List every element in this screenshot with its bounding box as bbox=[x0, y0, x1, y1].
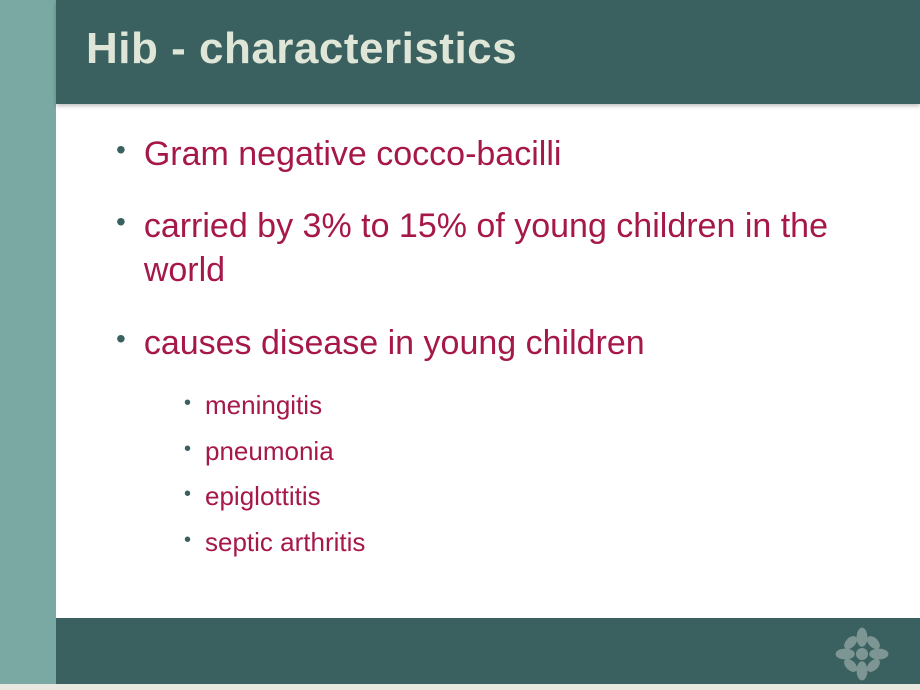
bullet-text: Gram negative cocco-bacilli bbox=[144, 132, 562, 176]
bullet-text: causes disease in young children bbox=[144, 321, 645, 365]
content-area: • Gram negative cocco-bacilli • carried … bbox=[56, 104, 920, 618]
bullet-item: • Gram negative cocco-bacilli bbox=[116, 132, 880, 176]
sub-bullet-text: meningitis bbox=[205, 389, 322, 423]
flower-logo-icon bbox=[832, 624, 892, 684]
left-sidebar bbox=[0, 0, 56, 690]
sub-bullet-text: epiglottitis bbox=[205, 480, 321, 514]
bullet-dot-icon: • bbox=[116, 321, 126, 357]
slide-container: Hib - characteristics • Gram negative co… bbox=[0, 0, 920, 690]
slide-title: Hib - characteristics bbox=[86, 24, 890, 74]
title-bar: Hib - characteristics bbox=[56, 0, 920, 104]
bullet-dot-icon: • bbox=[184, 435, 191, 463]
sub-bullet-item: • meningitis bbox=[184, 389, 880, 423]
bullet-text: carried by 3% to 15% of young children i… bbox=[144, 204, 880, 292]
sub-bullet-text: septic arthritis bbox=[205, 526, 365, 560]
bullet-dot-icon: • bbox=[184, 389, 191, 417]
sub-bullet-list: • meningitis • pneumonia • epiglottitis … bbox=[184, 389, 880, 560]
bullet-item: • carried by 3% to 15% of young children… bbox=[116, 204, 880, 292]
bullet-dot-icon: • bbox=[116, 204, 126, 240]
bullet-dot-icon: • bbox=[116, 132, 126, 168]
bullet-item: • causes disease in young children bbox=[116, 321, 880, 365]
sub-bullet-item: • septic arthritis bbox=[184, 526, 880, 560]
sub-bullet-item: • epiglottitis bbox=[184, 480, 880, 514]
sub-bullet-item: • pneumonia bbox=[184, 435, 880, 469]
bottom-border bbox=[0, 684, 920, 690]
footer-bar bbox=[56, 618, 920, 690]
bullet-dot-icon: • bbox=[184, 480, 191, 508]
sub-bullet-text: pneumonia bbox=[205, 435, 334, 469]
main-area: Hib - characteristics • Gram negative co… bbox=[56, 0, 920, 690]
bullet-dot-icon: • bbox=[184, 526, 191, 554]
